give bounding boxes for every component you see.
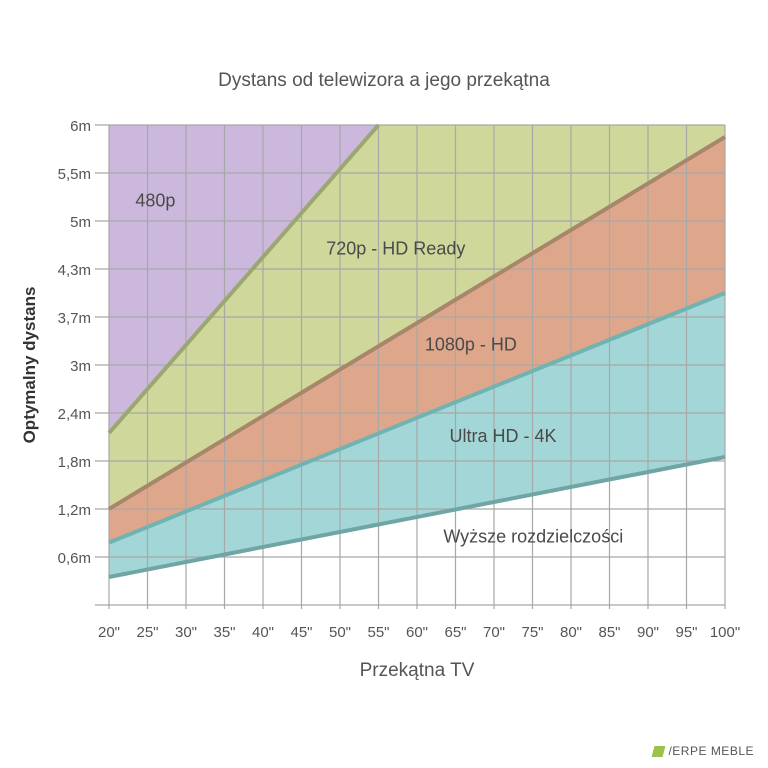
x-axis-label: Przekątna TV	[359, 660, 475, 681]
x-tick-label: 65"	[444, 624, 466, 641]
y-tick-label: 5m	[70, 214, 91, 231]
x-tick-label: 80"	[560, 624, 582, 641]
region-labels: 480p 720p - HD Ready 1080p - HD Ultra HD - …	[135, 191, 623, 547]
x-tick-label: 30"	[175, 624, 197, 641]
x-tick-label: 95"	[675, 624, 697, 641]
brand-logo: /ERPE MEBLE	[651, 744, 754, 758]
y-tick-label: 6m	[70, 118, 91, 135]
x-tick-label: 100"	[710, 624, 740, 641]
axis-ticks: 6m 5,5m 5m 4,3m 3,7m 3m 2,4m 1,8m 1,2m 0,6m 20" 25"…	[58, 118, 741, 641]
region-label: 720p - HD Ready	[326, 239, 465, 259]
x-tick-label: 50"	[329, 624, 351, 641]
x-tick-label: 75"	[521, 624, 543, 641]
x-tick-label: 60"	[406, 624, 428, 641]
boundary-line-1	[107, 135, 727, 511]
y-tick-label: 5,5m	[58, 166, 91, 183]
boundary-line-3	[108, 455, 726, 579]
region-label: Wyższe rozdzielczości	[443, 527, 623, 547]
region-label: Ultra HD - 4K	[449, 426, 556, 446]
x-tick-label: 40"	[252, 624, 274, 641]
boundary-line-2	[108, 291, 726, 545]
x-tick-label: 25"	[136, 624, 158, 641]
boundary-lines	[107, 123, 727, 579]
x-tick-label: 55"	[367, 624, 389, 641]
brand-mark-icon	[651, 745, 666, 757]
x-tick-label: 90"	[637, 624, 659, 641]
y-tick-label: 2,4m	[58, 406, 91, 423]
grid	[95, 124, 726, 609]
x-tick-label: 20"	[98, 624, 120, 641]
x-tick-label: 35"	[213, 624, 235, 641]
y-tick-label: 0,6m	[58, 550, 91, 567]
x-tick-label: 85"	[598, 624, 620, 641]
y-tick-label: 3m	[70, 358, 91, 375]
x-tick-label: 45"	[290, 624, 312, 641]
y-tick-label: 1,2m	[58, 502, 91, 519]
region-label: 1080p - HD	[425, 335, 517, 355]
y-tick-label: 4,3m	[58, 262, 91, 279]
x-tick-label: 70"	[483, 624, 505, 641]
brand-name: /ERPE MEBLE	[668, 744, 754, 758]
y-tick-label: 3,7m	[58, 310, 91, 327]
boundary-line-0	[107, 123, 381, 435]
region-label: 480p	[135, 191, 175, 211]
chart-title: Dystans od telewizora a jego przekątna	[218, 70, 550, 91]
y-tick-label: 1,8m	[58, 454, 91, 471]
